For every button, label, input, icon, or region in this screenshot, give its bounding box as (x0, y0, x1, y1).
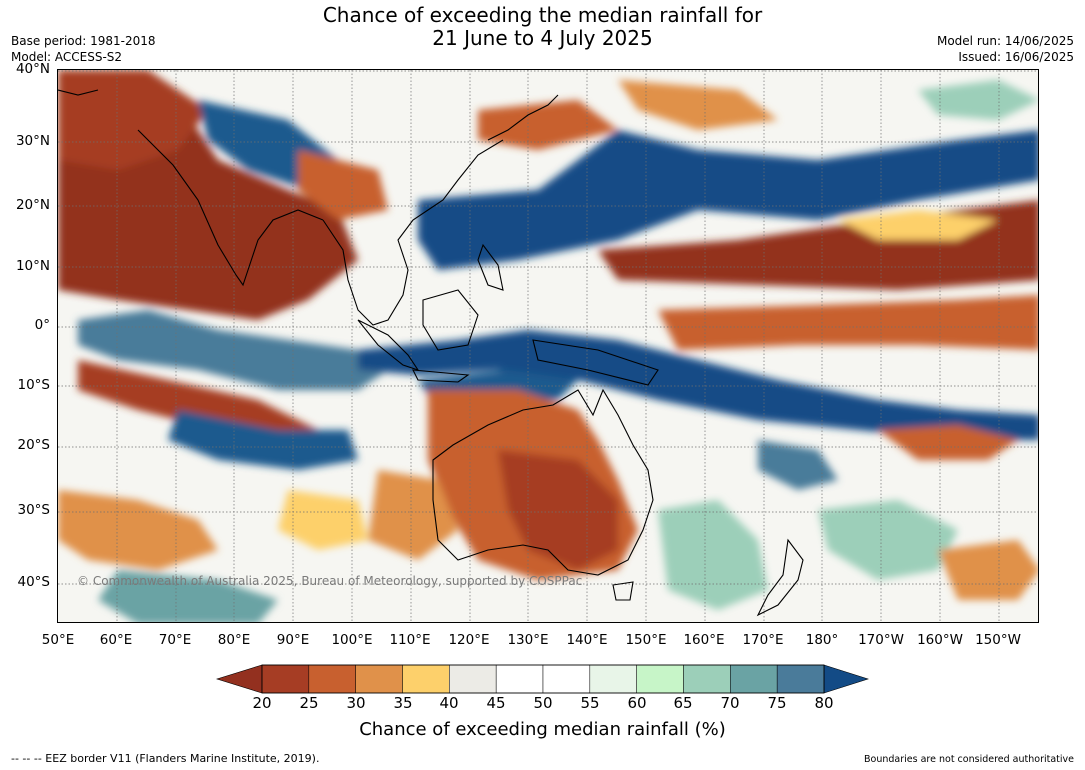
colorbar-cell-70-75 (730, 664, 778, 694)
lon-label-160w: 160°W (917, 632, 963, 648)
colorbar-tick-45: 45 (486, 694, 506, 712)
lat-label-0: 0° (34, 317, 50, 333)
colorbar-high-arrow (823, 664, 869, 694)
meta-left: Base period: 1981-2018 Model: ACCESS-S2 (11, 33, 156, 65)
lon-label-110e: 110°E (389, 632, 431, 648)
map-gridlines (58, 70, 1038, 622)
lat-label-30s: 30°S (17, 502, 51, 518)
colorbar-title: Chance of exceeding median rainfall (%) (359, 719, 726, 740)
colorbar-cells (261, 664, 825, 694)
colorbar-outline (261, 664, 825, 694)
colorbar-tick-25: 25 (299, 694, 319, 712)
lon-label-160e: 160°E (683, 632, 725, 648)
title-line-1: Chance of exceeding the median rainfall … (322, 3, 763, 27)
lon-label-150e: 150°E (625, 632, 667, 648)
colorbar-tick-65: 65 (673, 694, 693, 712)
colorbar-cell-40-45 (449, 664, 497, 694)
colorbar-tick-35: 35 (393, 694, 413, 712)
colorbar-cell-60-65 (636, 664, 684, 694)
lat-label-20s: 20°S (17, 437, 51, 453)
colorbar-tick-40: 40 (439, 694, 459, 712)
lon-label-170w: 170°W (858, 632, 904, 648)
colorbar-cell-75-80 (776, 664, 825, 694)
map-title: Chance of exceeding the median rainfall … (0, 4, 1085, 50)
coastlines (58, 89, 804, 617)
lon-label-140e: 140°E (566, 632, 608, 648)
lon-label-120e: 120°E (448, 632, 490, 648)
model-name: Model: ACCESS-S2 (11, 50, 123, 64)
lat-label-10s: 10°S (17, 377, 51, 393)
lon-label-90e: 90°E (276, 632, 310, 648)
copyright-notice: © Commonwealth of Australia 2025, Bureau… (77, 574, 583, 588)
boundaries-disclaimer: Boundaries are not considered authoritat… (864, 754, 1074, 765)
colorbar-low-arrow (215, 664, 263, 694)
colorbar-tick-20: 20 (252, 694, 272, 712)
colorbar-tick-55: 55 (580, 694, 600, 712)
lon-label-50e: 50°E (41, 632, 75, 648)
lon-label-170e: 170°E (742, 632, 784, 648)
lon-label-60e: 60°E (99, 632, 133, 648)
lon-label-150w: 150°W (975, 632, 1021, 648)
map-svg (58, 70, 1038, 622)
colorbar-tick-30: 30 (346, 694, 366, 712)
lon-label-100e: 100°E (331, 632, 373, 648)
colorbar-cell-45-50 (495, 664, 544, 694)
lat-label-20n: 20°N (15, 197, 50, 213)
lat-label-10n: 10°N (15, 258, 50, 274)
colorbar-tick-60: 60 (627, 694, 647, 712)
colorbar-cell-20-25 (261, 664, 310, 694)
lat-label-40s: 40°S (17, 574, 51, 590)
colorbar-tick-70: 70 (720, 694, 740, 712)
lat-label-40n: 40°N (15, 61, 50, 77)
colorbar-cell-30-35 (355, 664, 403, 694)
lat-label-30n: 30°N (15, 133, 50, 149)
colorbar-cell-35-40 (402, 664, 450, 694)
colorbar-tick-75: 75 (767, 694, 787, 712)
issued-date: Issued: 16/06/2025 (958, 50, 1074, 64)
model-run: Model run: 14/06/2025 (936, 34, 1074, 48)
colorbar-cell-25-30 (308, 664, 356, 694)
colorbar-tick-50: 50 (533, 694, 553, 712)
colorbar-cell-55-60 (589, 664, 637, 694)
colorbar-cell-50-55 (542, 664, 591, 694)
base-period: Base period: 1981-2018 (11, 34, 156, 48)
lon-label-180: 180° (805, 632, 839, 648)
lon-label-70e: 70°E (158, 632, 192, 648)
colorbar-tick-80: 80 (814, 694, 834, 712)
rainfall-map (57, 69, 1039, 623)
lon-label-80e: 80°E (217, 632, 251, 648)
title-line-2: 21 June to 4 July 2025 (432, 26, 653, 50)
colorbar (215, 664, 869, 694)
meta-right: Model run: 14/06/2025 Issued: 16/06/2025 (937, 33, 1074, 65)
eez-footnote: -- -- -- EEZ border V11 (Flanders Marine… (11, 752, 320, 765)
lon-label-130e: 130°E (507, 632, 549, 648)
colorbar-cell-65-70 (683, 664, 731, 694)
